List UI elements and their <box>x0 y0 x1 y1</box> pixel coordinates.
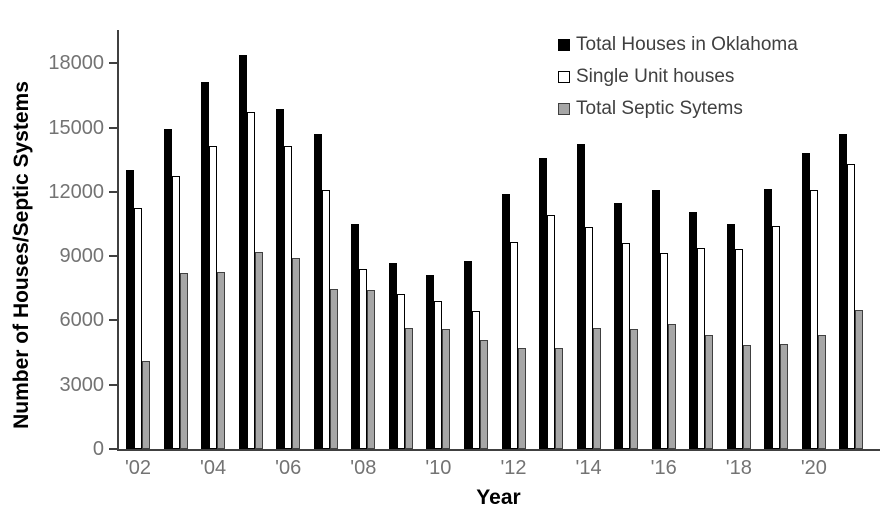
bar <box>480 340 488 449</box>
bar <box>180 273 188 449</box>
x-tick-label: '06 <box>275 457 302 479</box>
bar <box>810 190 818 449</box>
bar <box>585 227 593 449</box>
y-tick-mark <box>109 448 117 450</box>
y-tick-label: 6000 <box>59 309 105 332</box>
bar <box>405 328 413 449</box>
legend-item: Total Houses in Oklahoma <box>558 34 798 56</box>
x-tick-label: '04 <box>200 457 227 479</box>
y-tick-mark <box>109 190 117 193</box>
plot-area <box>117 30 880 451</box>
bar <box>397 294 405 449</box>
y-tick-label: 0 <box>92 438 104 460</box>
bar <box>780 344 788 449</box>
x-tick-label: '18 <box>725 457 752 479</box>
x-axis-title: Year <box>476 486 521 509</box>
bar <box>547 215 555 449</box>
bar <box>292 258 300 449</box>
y-tick-mark <box>109 62 117 65</box>
bar <box>764 189 772 449</box>
bar <box>239 55 247 449</box>
bar <box>518 348 526 449</box>
bar <box>442 329 450 449</box>
bar <box>134 208 142 449</box>
y-tick-mark <box>109 126 117 129</box>
bar <box>434 301 442 449</box>
bar <box>276 109 284 449</box>
bar <box>126 170 134 449</box>
bar <box>855 310 863 449</box>
y-tick-label: 9000 <box>59 245 105 268</box>
bar <box>735 249 743 449</box>
y-tick-mark <box>109 255 117 258</box>
bar <box>472 311 480 449</box>
filled-black-square-icon <box>558 39 570 51</box>
bar <box>284 146 292 449</box>
y-tick-mark <box>109 319 117 322</box>
bar <box>697 248 705 449</box>
bar <box>593 328 601 449</box>
bar <box>510 242 518 449</box>
legend-label: Total Septic Sytems <box>576 98 743 119</box>
bar <box>209 146 217 449</box>
x-tick-label: '14 <box>575 457 602 479</box>
y-tick-label: 18000 <box>48 52 104 75</box>
x-tick-label: '20 <box>800 457 827 479</box>
bar <box>839 134 847 449</box>
legend-item: Total Septic Sytems <box>558 98 798 120</box>
legend: Total Houses in Oklahoma Single Unit hous… <box>558 34 798 130</box>
bar <box>689 212 697 449</box>
bar <box>464 261 472 449</box>
bar <box>172 176 180 449</box>
bar <box>772 226 780 449</box>
x-tick-label: '10 <box>425 457 452 479</box>
bar <box>818 335 826 449</box>
bar <box>255 252 263 449</box>
bar <box>351 224 359 449</box>
bar <box>426 275 434 449</box>
open-white-square-icon <box>558 71 570 83</box>
x-tick-label: '08 <box>350 457 377 479</box>
bar <box>630 329 638 449</box>
bar <box>555 348 563 449</box>
bar <box>539 158 547 449</box>
y-tick-label: 3000 <box>59 373 105 396</box>
bar <box>847 164 855 449</box>
bar <box>660 253 668 449</box>
y-tick-label: 15000 <box>48 116 104 139</box>
bar <box>330 289 338 449</box>
y-tick-label: 12000 <box>48 180 104 203</box>
bar <box>389 263 397 449</box>
bar <box>577 144 585 449</box>
bar <box>217 272 225 449</box>
x-tick-label: '12 <box>500 457 527 479</box>
bar <box>314 134 322 449</box>
bar <box>164 129 172 449</box>
x-tick-label: '02 <box>124 457 152 479</box>
legend-item: Single Unit houses <box>558 66 798 88</box>
x-tick-label: '16 <box>650 457 677 479</box>
legend-label: Single Unit houses <box>576 66 735 87</box>
bar <box>367 290 375 449</box>
bar <box>322 190 330 449</box>
bar <box>502 194 510 449</box>
bar <box>727 224 735 449</box>
bar <box>705 335 713 449</box>
bar <box>614 203 622 449</box>
y-tick-mark <box>109 383 117 386</box>
bar <box>359 269 367 449</box>
legend-label: Total Houses in Oklahoma <box>576 34 798 55</box>
bar <box>247 112 255 449</box>
filled-gray-square-icon <box>558 103 570 115</box>
bar <box>201 82 209 449</box>
bar <box>802 153 810 449</box>
bar <box>142 361 150 449</box>
bar <box>622 243 630 449</box>
bar <box>652 190 660 449</box>
bar <box>743 345 751 449</box>
bar <box>668 324 676 449</box>
